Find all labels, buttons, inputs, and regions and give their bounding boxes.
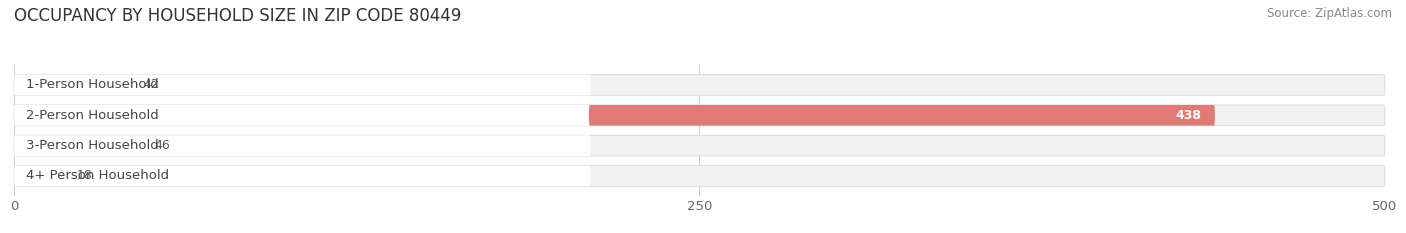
Text: 4+ Person Household: 4+ Person Household [25,169,169,182]
FancyBboxPatch shape [14,105,591,126]
FancyBboxPatch shape [14,75,1385,95]
Text: 42: 42 [143,79,159,92]
Text: 18: 18 [77,169,93,182]
Text: 3-Person Household: 3-Person Household [25,139,159,152]
Text: Source: ZipAtlas.com: Source: ZipAtlas.com [1267,7,1392,20]
Text: 438: 438 [1175,109,1201,122]
FancyBboxPatch shape [14,105,1385,126]
FancyBboxPatch shape [589,105,1215,126]
FancyBboxPatch shape [14,166,1385,186]
FancyBboxPatch shape [14,135,591,156]
FancyBboxPatch shape [14,75,591,95]
Text: 2-Person Household: 2-Person Household [25,109,159,122]
Text: 1-Person Household: 1-Person Household [25,79,159,92]
FancyBboxPatch shape [14,135,1385,156]
Text: 46: 46 [153,139,170,152]
Text: OCCUPANCY BY HOUSEHOLD SIZE IN ZIP CODE 80449: OCCUPANCY BY HOUSEHOLD SIZE IN ZIP CODE … [14,7,461,25]
FancyBboxPatch shape [14,166,591,186]
